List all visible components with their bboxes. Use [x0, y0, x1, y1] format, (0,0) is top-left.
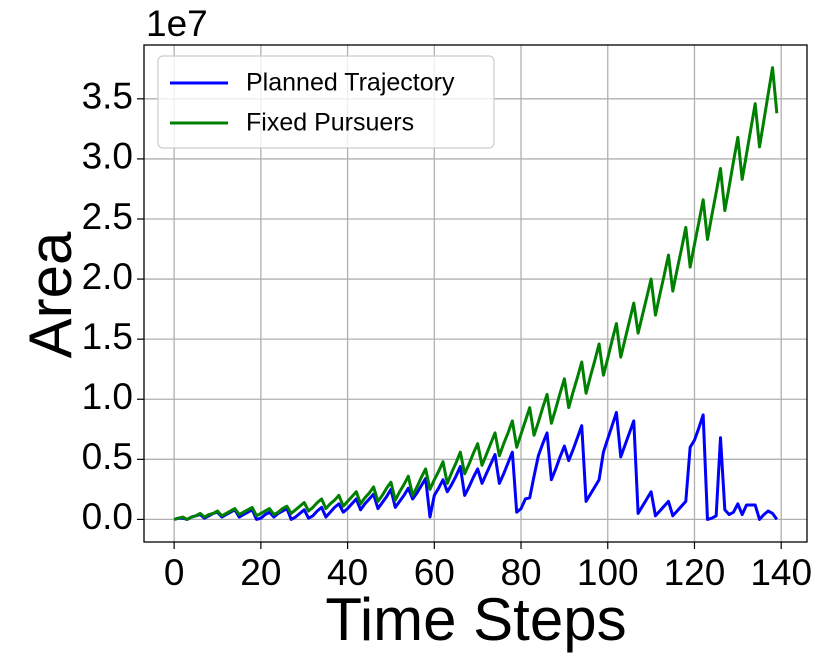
legend-box [157, 55, 495, 149]
y-tick-label: 1.5 [82, 316, 133, 357]
x-tick-label: 140 [750, 552, 812, 593]
y-tick-label: 2.5 [82, 196, 133, 237]
x-tick-label: 120 [664, 552, 726, 593]
y-tick-label: 3.5 [82, 76, 133, 117]
legend-label: Planned Trajectory [246, 69, 455, 97]
plot-frame [143, 44, 808, 543]
y-tick-label: 3.0 [82, 136, 133, 177]
y-tick-label: 0.5 [82, 436, 133, 477]
x-tick-label: 20 [240, 552, 281, 593]
y-tick-label: 0.0 [82, 496, 133, 537]
x-tick-label: 0 [164, 552, 185, 593]
offset-text: 1e7 [146, 3, 208, 44]
data-line [173, 66, 779, 521]
x-axis-label: Time Steps [325, 586, 626, 653]
y-tick-label: 2.0 [82, 256, 133, 297]
x-tick-label: 40 [327, 552, 368, 593]
x-tick-label: 60 [414, 552, 455, 593]
y-axis-label: Area [17, 231, 84, 358]
x-tick-label: 100 [577, 552, 639, 593]
data-line [173, 410, 779, 521]
y-tick-label: 1.0 [82, 376, 133, 417]
x-tick-label: 80 [500, 552, 541, 593]
legend-label: Fixed Pursuers [246, 109, 414, 137]
